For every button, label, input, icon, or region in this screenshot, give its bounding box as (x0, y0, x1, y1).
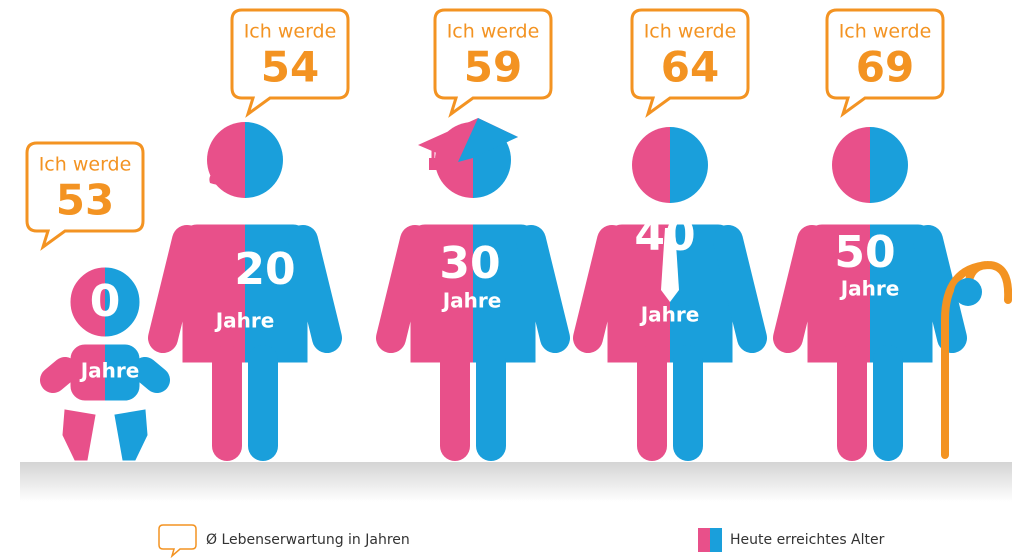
tassel (429, 158, 437, 170)
expectancy: 64 (661, 43, 719, 92)
age: 40 (634, 210, 695, 261)
legend-swatch (710, 528, 722, 552)
age-unit: Jahre (639, 303, 700, 327)
bubble-text: Ich werde (447, 21, 540, 43)
bubble-text: Ich werde (39, 154, 132, 176)
expectancy: 53 (56, 176, 114, 225)
expectancy: 54 (261, 43, 319, 92)
bubble-text: Ich werde (839, 21, 932, 43)
age-unit: Jahre (214, 309, 275, 333)
age-unit: Jahre (79, 359, 140, 383)
expectancy: 69 (856, 43, 914, 92)
legend-text: Ø Lebenserwartung in Jahren (206, 532, 410, 548)
age: 30 (439, 238, 500, 289)
legend-text: Heute erreichtes Alter (730, 532, 885, 548)
age: 20 (234, 244, 295, 295)
bubble-text: Ich werde (244, 21, 337, 43)
hand (954, 278, 982, 306)
legend-swatch (698, 528, 710, 552)
legend-bubble-icon (159, 525, 196, 556)
bubble-text: Ich werde (644, 21, 737, 43)
infographic: Ich werde53Ich werde54Ich werde59Ich wer… (0, 0, 1012, 558)
expectancy: 59 (464, 43, 522, 92)
ground (20, 462, 1012, 502)
age-unit: Jahre (839, 277, 900, 301)
age: 50 (834, 227, 895, 278)
age: 0 (90, 276, 121, 327)
person (588, 127, 752, 446)
age-unit: Jahre (441, 289, 502, 313)
